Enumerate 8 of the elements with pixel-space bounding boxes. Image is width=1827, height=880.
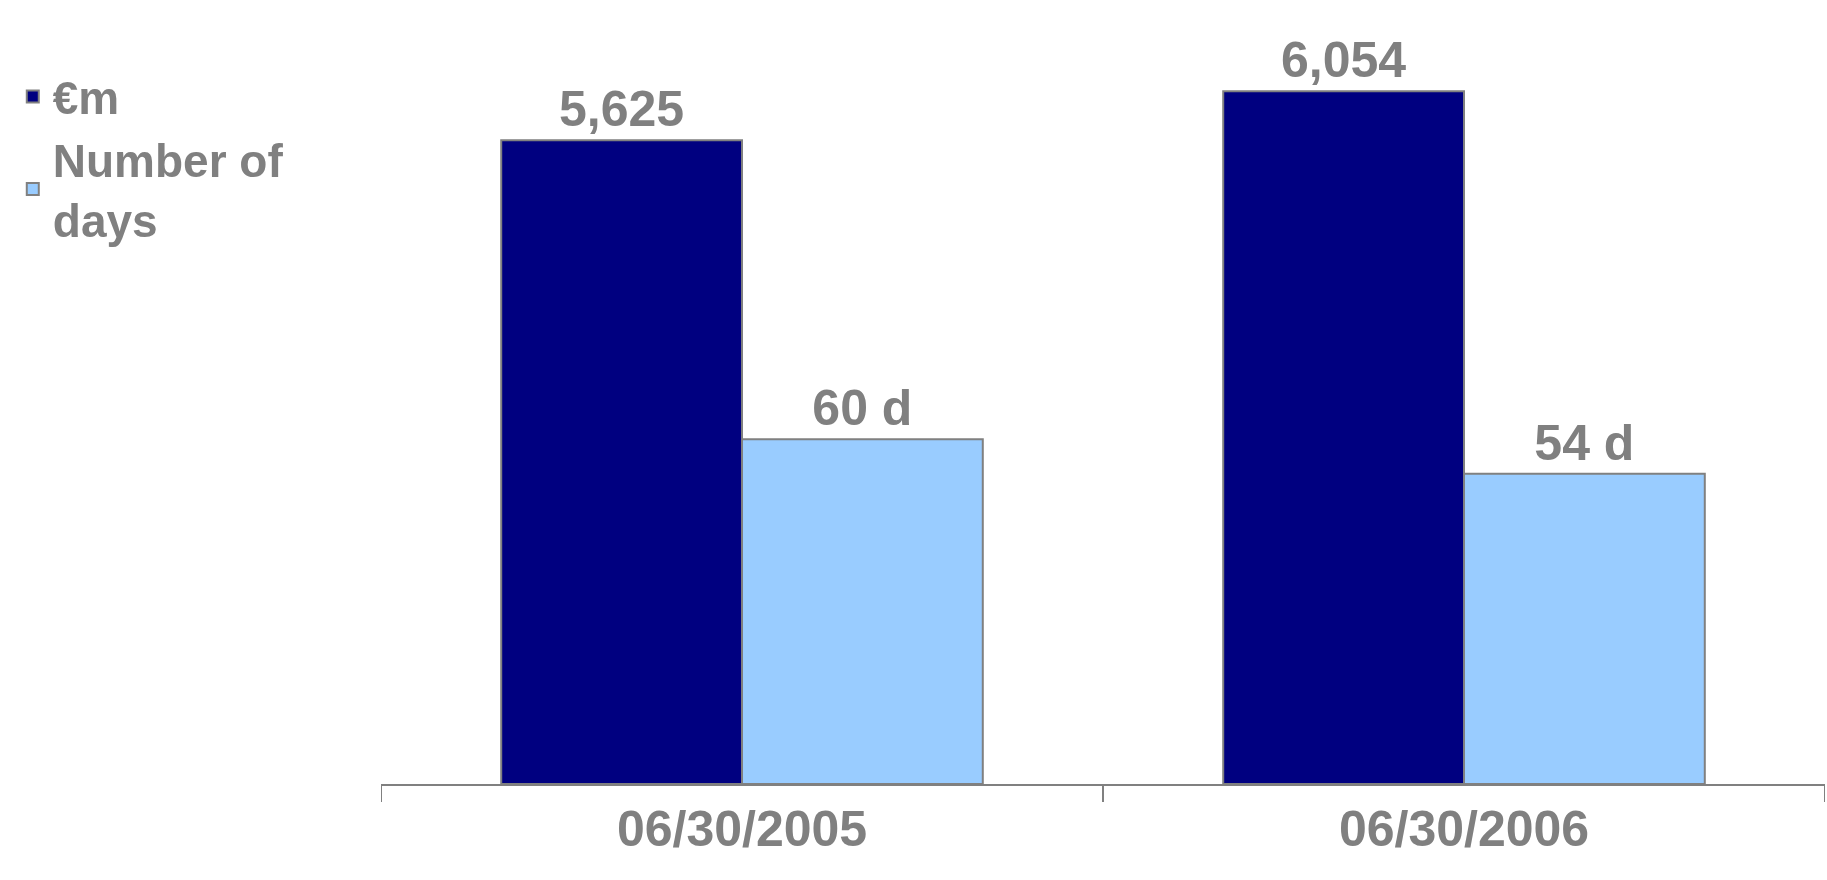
data-label: 60 d: [812, 380, 913, 437]
data-label: 54 d: [1534, 414, 1635, 471]
data-label: 6,054: [1280, 32, 1407, 89]
data-label: 5,625: [559, 81, 685, 138]
x-tick-label: 06/30/2006: [1338, 801, 1590, 857]
legend-label: €m: [52, 72, 120, 125]
legend-label: Number of days: [52, 135, 284, 247]
x-tick-label: 06/30/2005: [616, 801, 868, 857]
